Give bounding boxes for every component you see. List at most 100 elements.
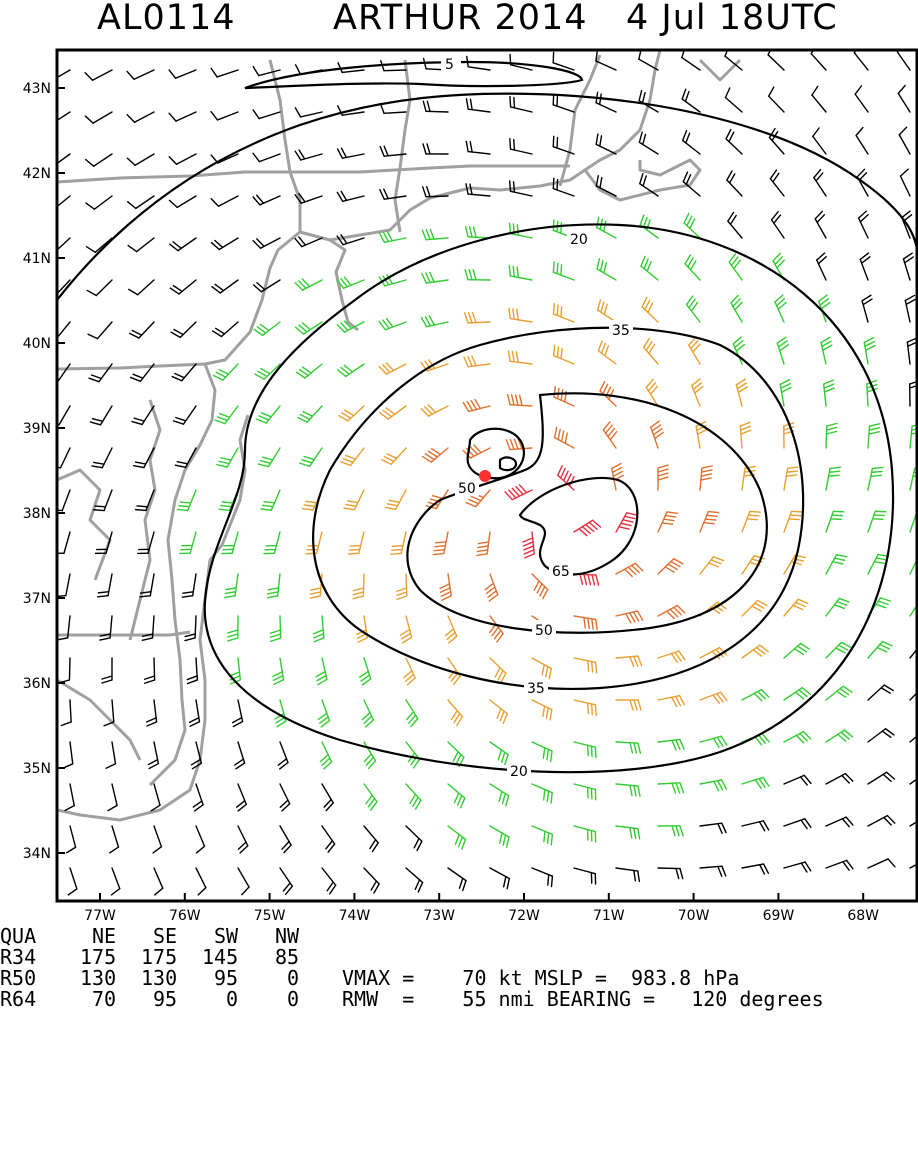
wind-barb	[364, 826, 378, 852]
lon-tick-label: 73W	[423, 908, 455, 924]
wind-barb	[490, 700, 507, 723]
wind-barb	[532, 826, 552, 845]
wind-radii-table: QUA NE SE SW NW R34 175 175 145 85 R50 1…	[0, 926, 918, 1014]
wind-barb	[338, 148, 364, 158]
wind-barb	[826, 598, 849, 616]
wind-barb	[532, 742, 552, 761]
wind-barb	[855, 86, 868, 112]
wind-barb	[318, 700, 329, 727]
wind-barb	[254, 322, 280, 335]
wind-barb	[510, 97, 532, 112]
wind-barb	[423, 144, 448, 154]
wind-barb	[597, 217, 616, 238]
wind-barb	[900, 169, 910, 196]
wind-barb	[187, 658, 197, 684]
wind-barb	[130, 322, 154, 338]
wind-barb	[898, 86, 910, 112]
wind-barb	[490, 658, 506, 683]
wind-barb	[726, 130, 742, 154]
wind-barb	[153, 826, 161, 853]
lon-tick-label: 72W	[508, 908, 540, 924]
wind-barb	[784, 599, 808, 616]
wind-barb	[553, 94, 574, 112]
wind-barb	[780, 380, 791, 406]
wind-barb	[490, 742, 508, 764]
wind-barb	[826, 774, 853, 784]
wind-barb	[379, 319, 406, 330]
wind-barb	[102, 658, 112, 683]
header-se: SE	[153, 926, 177, 947]
wind-barb	[212, 280, 238, 293]
wind-barb	[170, 280, 196, 294]
wind-barb	[296, 364, 322, 378]
wind-barb	[322, 784, 333, 811]
contour-label-20-south: 20	[510, 764, 528, 780]
wind-barb	[616, 868, 639, 881]
wind-barb	[148, 742, 158, 768]
wind-barb	[338, 364, 364, 376]
lon-tick-label: 68W	[847, 908, 879, 924]
r50-sw: 95	[214, 968, 238, 989]
wind-barb	[742, 821, 769, 831]
wind-barb	[736, 379, 747, 406]
wind-barb	[61, 700, 71, 725]
wind-barb	[644, 339, 658, 364]
contour-label-50-south: 50	[535, 623, 553, 639]
wind-barb	[379, 363, 406, 374]
wind-barb	[508, 351, 532, 364]
wind-barb	[658, 868, 683, 879]
wind-barb	[742, 645, 768, 658]
wind-barb	[826, 730, 852, 742]
wind-barb	[899, 127, 910, 154]
r50-ne: 130	[80, 968, 116, 989]
wind-barb	[280, 826, 291, 853]
wind-barb	[700, 557, 723, 574]
wind-barb	[775, 295, 786, 322]
wind-barb	[298, 406, 322, 422]
wind-barb	[295, 108, 322, 117]
wind-barb	[574, 520, 600, 535]
wind-barb	[553, 262, 574, 280]
wind-barb	[322, 826, 335, 852]
wind-barb	[382, 448, 406, 464]
wind-barb	[616, 742, 640, 753]
wind-barb	[264, 532, 280, 554]
wind-barb	[864, 338, 875, 364]
wind-barb	[868, 772, 894, 784]
wind-barb	[862, 295, 872, 322]
wind-barb	[467, 99, 490, 112]
wind-barb	[256, 406, 280, 423]
r50-label: R50	[0, 968, 36, 989]
header-nw: NW	[275, 926, 299, 947]
wind-barb	[532, 868, 552, 887]
wind-barb	[316, 658, 327, 685]
wind-barb	[641, 256, 658, 280]
wind-barb	[826, 511, 844, 532]
wind-barb	[433, 532, 448, 555]
wind-barb	[261, 490, 280, 510]
wind-barb	[446, 616, 457, 643]
wind-barb	[683, 131, 700, 154]
wind-barb	[422, 448, 448, 462]
lat-tick-label: 43N	[23, 81, 51, 97]
wind-barb	[67, 826, 76, 853]
wind-barb	[406, 826, 422, 851]
wind-barb	[169, 154, 196, 164]
isotach-35	[313, 328, 803, 689]
wind-barb	[98, 574, 112, 597]
wind-barb	[740, 422, 750, 448]
wind-barb	[574, 658, 597, 673]
wind-barb	[110, 826, 119, 853]
wind-barb	[510, 139, 532, 154]
wind-barb	[784, 732, 811, 743]
wind-barb	[490, 868, 509, 889]
wind-barb	[700, 823, 726, 833]
wind-barb	[169, 196, 196, 207]
wind-barb	[509, 266, 532, 280]
coastline-and-borders	[57, 50, 740, 820]
wind-barb	[742, 511, 760, 532]
wind-radii-header: QUA NE SE SW NW	[0, 926, 48, 947]
wind-barb	[339, 406, 364, 421]
wind-barb	[211, 68, 238, 77]
isotach-inner-small	[500, 457, 516, 470]
